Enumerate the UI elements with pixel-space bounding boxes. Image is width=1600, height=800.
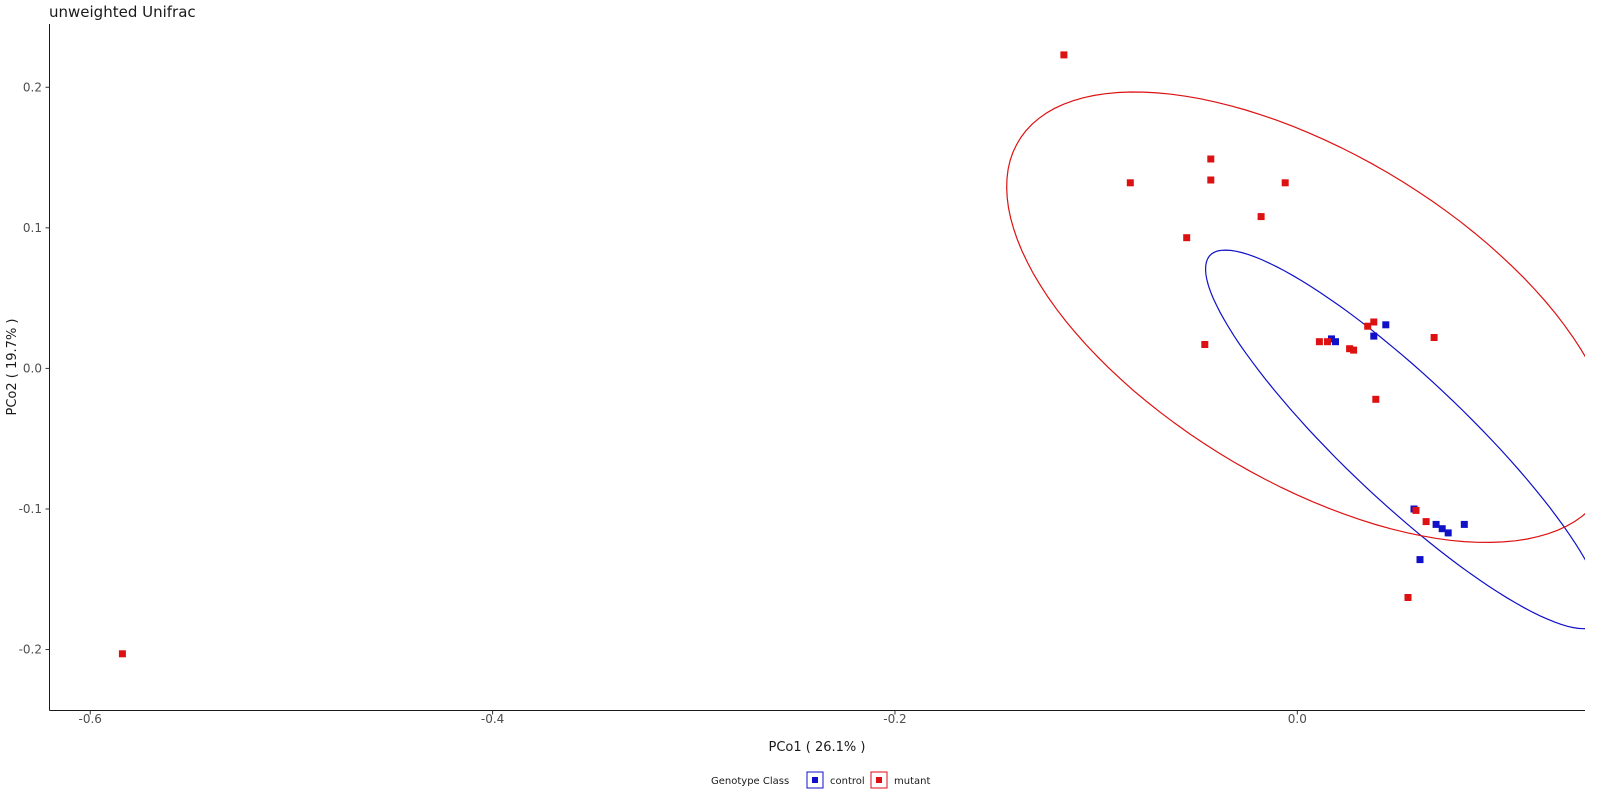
point-mutant bbox=[1372, 395, 1380, 403]
y-tick-label: -0.1 bbox=[19, 502, 42, 516]
point-mutant bbox=[1126, 179, 1134, 187]
y-tick-label: 0.2 bbox=[23, 80, 42, 94]
point-mutant bbox=[1370, 318, 1378, 326]
point-mutant bbox=[1183, 234, 1191, 242]
point-mutant bbox=[118, 650, 126, 658]
y-axis-title: PCo2 ( 19.7% ) bbox=[5, 319, 20, 416]
point-mutant bbox=[1324, 338, 1331, 346]
x-axis-ticks: -0.6 -0.4 -0.2 0.0 bbox=[79, 710, 1307, 726]
chart-title: unweighted Unifrac bbox=[49, 3, 196, 21]
data-points bbox=[118, 51, 1468, 658]
point-control bbox=[1416, 556, 1424, 564]
point-mutant bbox=[1281, 179, 1289, 187]
point-mutant bbox=[1422, 518, 1430, 526]
point-mutant bbox=[1207, 155, 1215, 163]
x-tick-label: -0.4 bbox=[481, 712, 504, 726]
y-axis-ticks: -0.2 -0.1 0.0 0.1 0.2 bbox=[19, 80, 50, 657]
point-mutant bbox=[1201, 341, 1209, 348]
legend-label-mutant: mutant bbox=[894, 776, 930, 787]
point-mutant bbox=[1315, 338, 1323, 346]
legend-title: Genotype Class bbox=[711, 776, 789, 787]
point-control bbox=[1328, 335, 1335, 343]
legend-item-control: control bbox=[806, 771, 865, 789]
ellipse-control bbox=[1204, 249, 1585, 630]
point-mutant bbox=[1207, 176, 1215, 184]
x-axis-title: PCo1 ( 26.1% ) bbox=[769, 740, 866, 755]
x-tick-label: -0.6 bbox=[79, 712, 102, 726]
legend-swatch-mutant bbox=[876, 777, 882, 783]
point-mutant bbox=[1430, 334, 1438, 341]
legend-swatch-control bbox=[812, 777, 818, 783]
legend: Genotype Class control mutant bbox=[711, 771, 930, 789]
point-control bbox=[1460, 520, 1468, 528]
y-tick-label: 0.0 bbox=[23, 361, 42, 375]
point-mutant bbox=[1257, 213, 1265, 221]
ellipse-mutant bbox=[1006, 91, 1585, 544]
point-mutant bbox=[1364, 322, 1372, 330]
point-control bbox=[1432, 520, 1440, 528]
confidence-ellipses bbox=[1006, 91, 1585, 630]
point-mutant bbox=[1346, 345, 1354, 353]
point-control bbox=[1332, 338, 1339, 346]
legend-item-mutant: mutant bbox=[870, 771, 930, 789]
point-mutant bbox=[1350, 346, 1358, 354]
x-tick-label: -0.2 bbox=[883, 712, 906, 726]
point-control bbox=[1444, 529, 1452, 537]
x-tick-label: 0.0 bbox=[1288, 712, 1307, 726]
point-mutant bbox=[1404, 594, 1412, 601]
y-tick-label: -0.2 bbox=[19, 643, 42, 657]
point-control bbox=[1438, 525, 1446, 533]
legend-label-control: control bbox=[830, 776, 865, 787]
point-mutant bbox=[1060, 51, 1068, 59]
point-mutant bbox=[1412, 506, 1420, 514]
point-control bbox=[1370, 332, 1378, 340]
point-control bbox=[1382, 321, 1390, 329]
y-tick-label: 0.1 bbox=[23, 221, 42, 235]
